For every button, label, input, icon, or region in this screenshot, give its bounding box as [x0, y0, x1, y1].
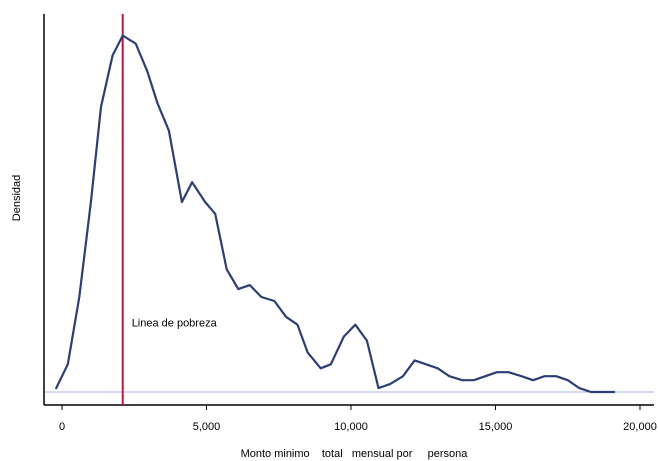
x-tick-label: 20,000	[623, 421, 657, 433]
x-tick-label: 5,000	[193, 421, 221, 433]
density-curve	[55, 34, 616, 394]
x-tick-label: 15,000	[479, 421, 513, 433]
plot-area: 0 5,000 10,000 15,000 20,000 Linea de pobreza	[43, 14, 657, 433]
x-tick-label: 0	[59, 421, 65, 433]
x-tick-label: 10,000	[334, 421, 368, 433]
x-axis-title: Monto minimo total mensual por persona	[241, 448, 469, 460]
y-axis-title: Densidad	[11, 175, 23, 221]
poverty-line-label: Linea de pobreza	[132, 318, 218, 330]
